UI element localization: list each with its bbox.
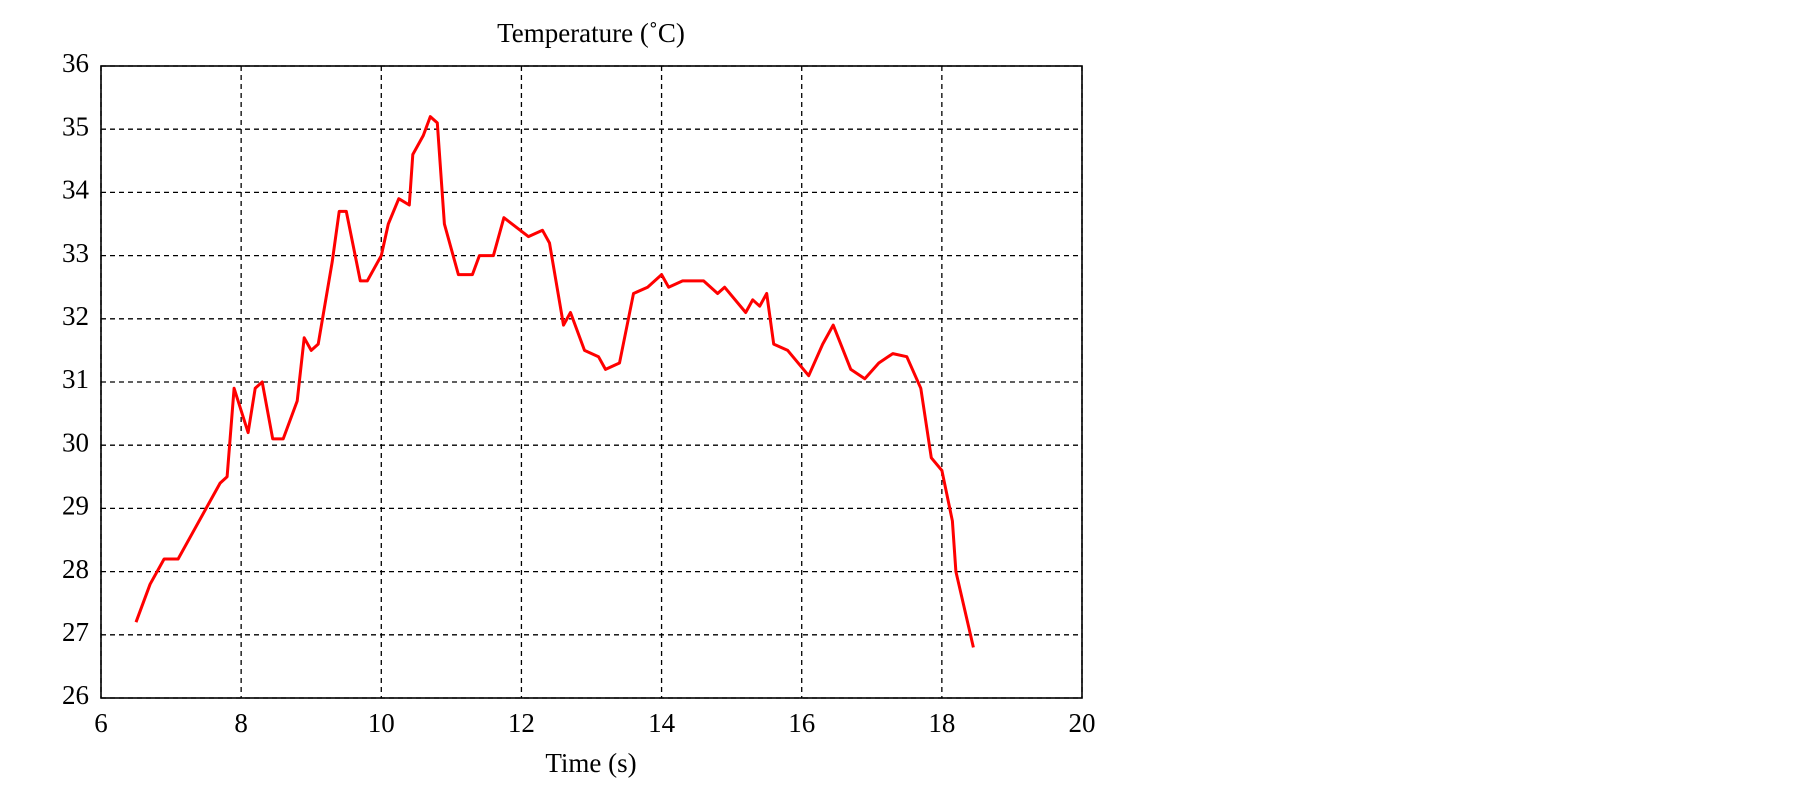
x-tick-label: 6 xyxy=(94,708,108,738)
y-tick-label: 31 xyxy=(62,364,89,394)
x-axis-label: Time (s) xyxy=(545,748,636,778)
y-tick-label: 28 xyxy=(62,554,89,584)
y-tick-label: 29 xyxy=(62,491,89,521)
x-tick-label: 8 xyxy=(234,708,248,738)
y-tick-label: 35 xyxy=(62,111,89,141)
x-tick-label: 10 xyxy=(368,708,395,738)
data-line xyxy=(134,115,975,648)
y-tick-label: 27 xyxy=(62,617,89,647)
y-tick-label: 26 xyxy=(62,680,89,710)
y-tick-label: 33 xyxy=(62,238,89,268)
chart-title: Temperature (˚C) xyxy=(497,18,685,48)
x-tick-label: 20 xyxy=(1069,708,1096,738)
y-tick-label: 36 xyxy=(62,48,89,78)
x-tick-label: 16 xyxy=(788,708,815,738)
y-tick-label: 34 xyxy=(62,175,90,205)
plot-frame xyxy=(100,65,1083,699)
x-tick-label: 12 xyxy=(508,708,535,738)
y-tick-label: 32 xyxy=(62,301,89,331)
x-tick-label: 14 xyxy=(648,708,676,738)
y-tick-label: 30 xyxy=(62,427,89,457)
x-tick-label: 18 xyxy=(928,708,955,738)
